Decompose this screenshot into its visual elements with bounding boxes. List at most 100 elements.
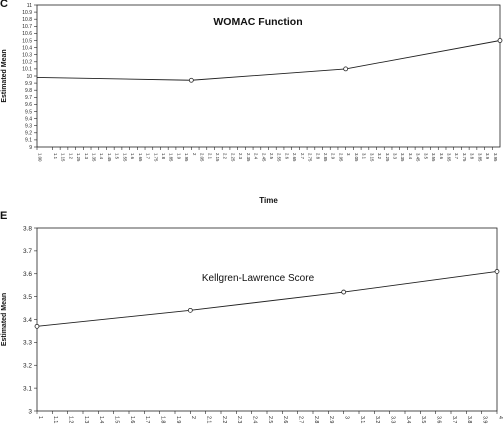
chart-title: Kellgren-Lawrence Score	[202, 273, 315, 284]
x-tick-label: 1.55	[122, 153, 127, 162]
x-tick-label: 1.6	[129, 416, 135, 423]
y-tick-label: 10.6	[22, 31, 32, 37]
x-tick-label: 1.15	[61, 153, 66, 162]
x-tick-label: 3.85	[477, 153, 482, 162]
y-tick-label: 9.9	[25, 81, 32, 87]
x-tick-label: 3.2	[377, 153, 382, 160]
panel-letter-c: C	[0, 0, 8, 10]
y-tick-label: 11	[27, 3, 32, 9]
x-tick-label: 1.7	[144, 416, 150, 423]
x-tick-label: 2.15	[215, 153, 220, 162]
x-tick-label: 2.6	[282, 416, 288, 423]
x-tick-label: 3.45	[416, 153, 421, 162]
x-tick-label: 2.5	[269, 153, 274, 160]
x-tick-label: 3.2	[374, 416, 380, 423]
x-tick-label: 1.1	[52, 416, 58, 423]
x-tick-label: 3.9	[485, 153, 490, 160]
x-tick-label: 3.5	[423, 153, 428, 160]
data-point	[497, 38, 503, 43]
y-tick-label: 10.9	[22, 10, 32, 16]
data-point	[341, 289, 347, 295]
x-tick-label: 3.7	[451, 416, 457, 423]
x-tick-label: 2.35	[246, 153, 251, 162]
x-tick-label: 1.75	[153, 153, 158, 162]
x-tick-label: 3.35	[400, 153, 405, 162]
x-tick-label: 2.95	[338, 153, 343, 162]
y-tick-label: 3.7	[23, 248, 32, 255]
x-tick-label: 2.25	[230, 153, 235, 162]
x-tick-label: 2	[192, 153, 197, 156]
x-tick-label: 2.7	[300, 153, 305, 160]
y-tick-label: 10.2	[22, 60, 32, 66]
x-tick-label: 3.6	[439, 153, 444, 160]
x-tick-label: 2.8	[313, 416, 319, 423]
x-tick-label: 1.2	[68, 153, 73, 160]
x-tick-label: 2.55	[277, 153, 282, 162]
y-tick-label: 9	[29, 145, 32, 151]
x-tick-label: 3.25	[385, 153, 390, 162]
series-line	[36, 271, 498, 327]
y-tick-label: 10.3	[22, 52, 32, 58]
x-tick-label: 2.4	[254, 153, 259, 160]
y-tick-label: 9.1	[25, 138, 32, 144]
x-tick-label: 2.9	[331, 153, 336, 160]
y-tick-label: 3.4	[23, 317, 32, 324]
x-tick-label: 3.15	[369, 153, 374, 162]
y-tick-label: 10	[26, 74, 32, 80]
x-tick-label: 3.65	[446, 153, 451, 162]
x-tick-label: 2.85	[323, 153, 328, 162]
x-tick-label: 3.1	[359, 416, 365, 423]
y-tick-label: 10.8	[22, 17, 32, 23]
x-tick-label: 2.05	[200, 153, 205, 162]
y-tick-label: 3.1	[23, 385, 32, 392]
data-point	[343, 66, 349, 72]
data-point	[188, 77, 194, 83]
x-tick-label: 2.5	[267, 416, 273, 423]
x-tick-label: 3.9	[482, 416, 488, 423]
x-tick-label: 2.65	[292, 153, 297, 162]
y-tick-label: 10.4	[22, 45, 32, 51]
x-tick-label: 1.85	[169, 153, 174, 162]
x-tick-label: 1.6	[130, 153, 135, 160]
x-tick-label: 1.9	[176, 153, 181, 160]
x-axis-label: Time	[259, 196, 278, 205]
y-tick-label: 9.3	[25, 123, 32, 129]
kl-chart: Kellgren-Lawrence Score Estimated Mean 3 3.…	[1, 225, 503, 423]
data-point	[494, 269, 500, 274]
x-tick-label: 3.8	[470, 153, 475, 160]
x-tick-label: 2	[190, 416, 196, 419]
x-tick-label: 1.65	[138, 153, 143, 162]
x-tick-label: 1.3	[84, 153, 89, 160]
x-tick-label: 1	[37, 416, 43, 419]
x-tick-label: 1.25	[76, 153, 81, 162]
x-tick-label: 3.1	[362, 153, 367, 160]
x-tick-label: 1.5	[115, 153, 120, 160]
x-tick-label: 2.4	[252, 416, 258, 423]
x-tick-label: 2.9	[328, 416, 334, 423]
x-tick-label: 1.1	[53, 153, 58, 160]
x-tick-label: 1.00	[38, 153, 43, 162]
x-tick-label: 3.5	[420, 416, 426, 423]
x-tick-label: 1.7	[146, 153, 151, 160]
x-tick-label: 3.4	[408, 153, 413, 160]
x-tick-label: 1.95	[184, 153, 189, 162]
x-tick-label: 3.7	[454, 153, 459, 160]
x-tick-label: 1.5	[114, 416, 120, 423]
y-tick-label: 10.7	[22, 24, 32, 30]
x-tick-label: 1.35	[92, 153, 97, 162]
x-tick-label: 3.8	[466, 416, 472, 423]
x-tick-label: 2.3	[238, 153, 243, 160]
y-tick-label: 3	[28, 408, 32, 415]
x-tick-label: 2.6	[284, 153, 289, 160]
x-tick-label: 3.55	[431, 153, 436, 162]
x-tick-label: 3.4	[405, 416, 411, 423]
x-tick-label: 1.8	[161, 153, 166, 160]
x-tick-label: 1.8	[160, 416, 166, 423]
x-tick-label: 3.3	[392, 153, 397, 160]
y-tick-label: 10.5	[22, 38, 32, 44]
x-tick-label: 2.2	[223, 153, 228, 160]
x-tick-label: 3.3	[390, 416, 396, 423]
x-tick-label: 3	[344, 416, 350, 419]
y-tick-label: 3.8	[23, 225, 32, 232]
